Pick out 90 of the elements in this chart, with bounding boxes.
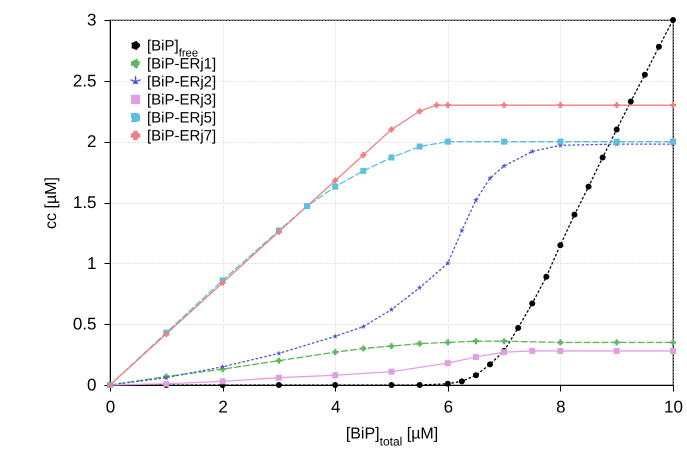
- point: [670, 339, 676, 346]
- point: [571, 212, 578, 218]
- point: [472, 338, 479, 344]
- point: [388, 343, 394, 350]
- point: [388, 368, 394, 375]
- point: [501, 163, 507, 168]
- point: [543, 274, 550, 280]
- legend-label: [BiP-ERj5]: [147, 110, 216, 126]
- point: [614, 348, 620, 354]
- point: [276, 350, 282, 356]
- y-tick-label: 2.5: [72, 71, 96, 90]
- point: [444, 260, 451, 266]
- point: [360, 168, 366, 174]
- point: [656, 44, 662, 50]
- x-tick-label: 8: [556, 398, 566, 416]
- point: [444, 339, 451, 346]
- point: [472, 372, 479, 378]
- point: [459, 227, 465, 233]
- point: [416, 340, 423, 347]
- point: [529, 300, 536, 306]
- point: [487, 361, 494, 368]
- point: [276, 358, 282, 364]
- point: [332, 372, 338, 378]
- point: [586, 184, 592, 190]
- point: [434, 102, 440, 108]
- point: [416, 144, 423, 150]
- point: [360, 324, 366, 330]
- point: [557, 138, 564, 145]
- point: [304, 203, 310, 210]
- point: [557, 339, 564, 346]
- point: [670, 102, 676, 108]
- point: [557, 348, 564, 354]
- point: [501, 102, 508, 108]
- point: [444, 360, 451, 366]
- x-axis-title: [BiP]$_{total}$ [µM]: [346, 426, 438, 448]
- point: [444, 380, 451, 387]
- point: [276, 382, 282, 388]
- point: [501, 138, 508, 145]
- legend-label: [BiP-ERj7]: [147, 128, 216, 144]
- x-tick-label: 2: [218, 398, 228, 416]
- x-tick-label: 0: [106, 398, 116, 416]
- point: [332, 382, 338, 388]
- point: [614, 339, 620, 346]
- x-tick-label: 4: [330, 398, 340, 416]
- point: [515, 324, 522, 331]
- x-tick-label: 10: [664, 398, 683, 416]
- point: [473, 197, 479, 202]
- point: [416, 284, 422, 290]
- point: [416, 108, 423, 114]
- legend-label: [BiP-ERj2]: [147, 74, 216, 90]
- point: [332, 333, 338, 339]
- x-tick-label: 6: [444, 398, 454, 416]
- point: [628, 98, 634, 105]
- point: [670, 348, 676, 354]
- point: [444, 138, 451, 145]
- point: [332, 184, 338, 190]
- point: [388, 306, 394, 312]
- point: [332, 178, 338, 184]
- y-tick-label: 1: [87, 254, 96, 273]
- legend-label: [BiP-ERj1]: [147, 56, 216, 72]
- point: [670, 17, 676, 23]
- point: [614, 126, 620, 132]
- y-tick-label: 0.5: [72, 314, 96, 334]
- point: [416, 382, 423, 388]
- point: [458, 378, 465, 384]
- point: [360, 152, 366, 158]
- y-tick-label: 2: [87, 132, 96, 152]
- point: [557, 102, 564, 108]
- legend-label: [BiP-ERj3]: [147, 92, 216, 108]
- point: [529, 348, 536, 354]
- point: [670, 138, 676, 145]
- y-axis-title: cc [µM]: [42, 177, 60, 229]
- point: [276, 374, 282, 381]
- point: [600, 154, 606, 160]
- point: [614, 138, 620, 145]
- point: [388, 382, 394, 388]
- point: [501, 338, 508, 344]
- point: [220, 378, 226, 384]
- point: [472, 354, 479, 360]
- point: [360, 346, 366, 352]
- point: [332, 349, 338, 356]
- y-tick-label: 0: [87, 376, 96, 394]
- y-tick-label: 1.5: [72, 193, 96, 212]
- point: [444, 102, 451, 108]
- point: [642, 72, 648, 78]
- point: [220, 280, 226, 286]
- point: [557, 242, 564, 248]
- point: [614, 102, 620, 108]
- point: [388, 154, 394, 160]
- y-tick-label: 3: [87, 10, 96, 30]
